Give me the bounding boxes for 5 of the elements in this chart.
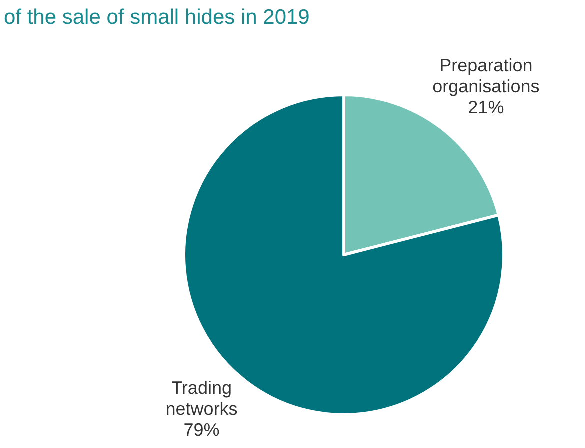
data-label: 79% <box>184 420 220 440</box>
slice-label: Trading networks <box>166 378 238 419</box>
data-label: 21% <box>468 98 504 118</box>
slice-label: Preparation organisations <box>432 56 540 97</box>
chart-title: of the sale of small hides in 2019 <box>4 6 310 29</box>
